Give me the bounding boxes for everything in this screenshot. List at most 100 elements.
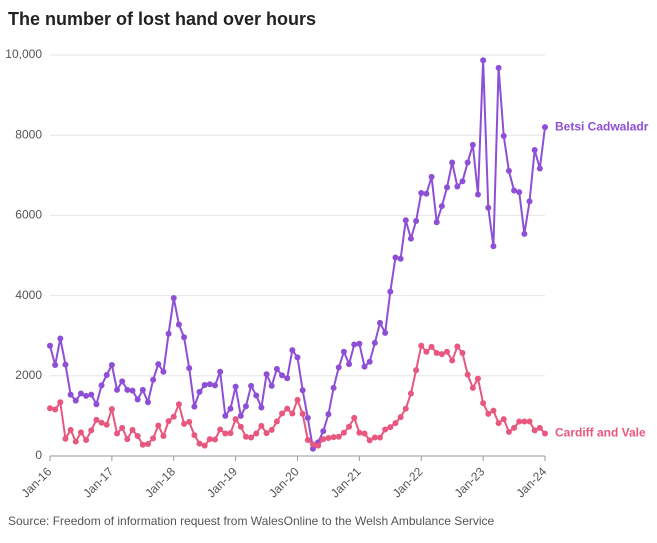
data-point — [382, 329, 389, 336]
data-point — [526, 198, 533, 205]
data-point — [108, 406, 115, 413]
data-point — [346, 361, 353, 368]
data-point — [139, 441, 146, 448]
data-point — [181, 420, 188, 427]
data-point — [371, 434, 378, 441]
data-point — [397, 255, 404, 262]
data-point — [490, 407, 497, 414]
data-point — [108, 361, 115, 368]
data-point — [165, 330, 172, 337]
data-point — [485, 410, 492, 417]
data-point — [464, 159, 471, 166]
data-point — [438, 203, 445, 210]
data-point — [217, 368, 224, 375]
data-point — [201, 382, 208, 389]
data-point — [273, 365, 280, 372]
data-point — [356, 429, 363, 436]
data-point — [263, 371, 270, 378]
y-tick-label: 2000 — [15, 368, 42, 382]
data-point — [181, 334, 188, 341]
data-point — [407, 390, 414, 397]
data-point — [371, 339, 378, 346]
data-point — [330, 434, 337, 441]
data-point — [279, 410, 286, 417]
data-point — [320, 436, 327, 443]
data-point — [57, 399, 64, 406]
data-point — [377, 434, 383, 441]
data-point — [103, 371, 110, 378]
data-point — [449, 357, 456, 364]
x-tick-label: Jan-23 — [452, 464, 488, 500]
data-point — [340, 348, 347, 355]
data-point — [346, 423, 353, 430]
data-point — [361, 430, 368, 437]
data-point — [284, 405, 291, 412]
data-point — [289, 347, 296, 354]
data-point — [114, 386, 121, 393]
data-point — [351, 341, 358, 348]
data-point — [418, 342, 425, 349]
x-tick-label: Jan-20 — [266, 464, 302, 500]
y-tick-label: 10,000 — [5, 47, 42, 61]
data-point — [206, 436, 213, 443]
data-point — [170, 295, 177, 302]
data-point — [382, 426, 389, 433]
data-point — [144, 440, 151, 447]
data-point — [212, 436, 218, 443]
data-point — [505, 167, 512, 174]
data-point — [526, 418, 533, 425]
data-point — [459, 349, 466, 356]
data-point — [160, 368, 167, 375]
data-point — [330, 384, 337, 391]
data-point — [490, 243, 497, 250]
data-point — [454, 183, 461, 190]
data-point — [294, 354, 301, 361]
data-point — [217, 426, 224, 433]
data-point — [454, 343, 461, 350]
data-point — [433, 219, 440, 226]
data-point — [469, 384, 476, 391]
data-point — [335, 364, 342, 371]
data-point — [77, 429, 84, 436]
data-point — [495, 420, 502, 427]
data-point — [304, 436, 311, 443]
source: Source: Freedom of information request f… — [8, 514, 495, 528]
data-point — [521, 418, 528, 425]
data-point — [294, 396, 301, 403]
data-point — [516, 189, 523, 196]
data-point — [253, 430, 260, 437]
data-point — [268, 426, 275, 433]
chart-title: The number of lost hand over hours — [8, 9, 316, 29]
data-point — [325, 434, 332, 441]
data-point — [413, 367, 420, 374]
data-point — [155, 361, 162, 368]
data-point — [67, 391, 74, 398]
data-point — [268, 382, 275, 389]
data-point — [423, 190, 430, 197]
data-point — [165, 418, 172, 425]
data-point — [129, 426, 136, 433]
data-point — [423, 348, 430, 355]
y-tick-label: 4000 — [15, 288, 42, 302]
data-point — [505, 428, 512, 435]
data-point — [536, 165, 543, 172]
data-point — [237, 423, 244, 430]
data-point — [474, 191, 481, 198]
data-point — [196, 440, 203, 447]
data-point — [191, 403, 198, 410]
data-point — [516, 418, 523, 425]
data-point — [124, 386, 131, 393]
data-point — [428, 173, 435, 180]
data-point — [521, 230, 528, 237]
data-point — [511, 187, 518, 194]
data-point — [67, 426, 74, 433]
data-point — [52, 361, 59, 368]
x-tick-label: Jan-18 — [142, 464, 178, 500]
data-point — [139, 386, 146, 393]
data-point — [392, 420, 399, 427]
data-point — [351, 414, 358, 421]
data-point — [83, 436, 90, 443]
data-point — [93, 401, 100, 408]
data-point — [150, 376, 157, 383]
data-point — [134, 396, 141, 403]
